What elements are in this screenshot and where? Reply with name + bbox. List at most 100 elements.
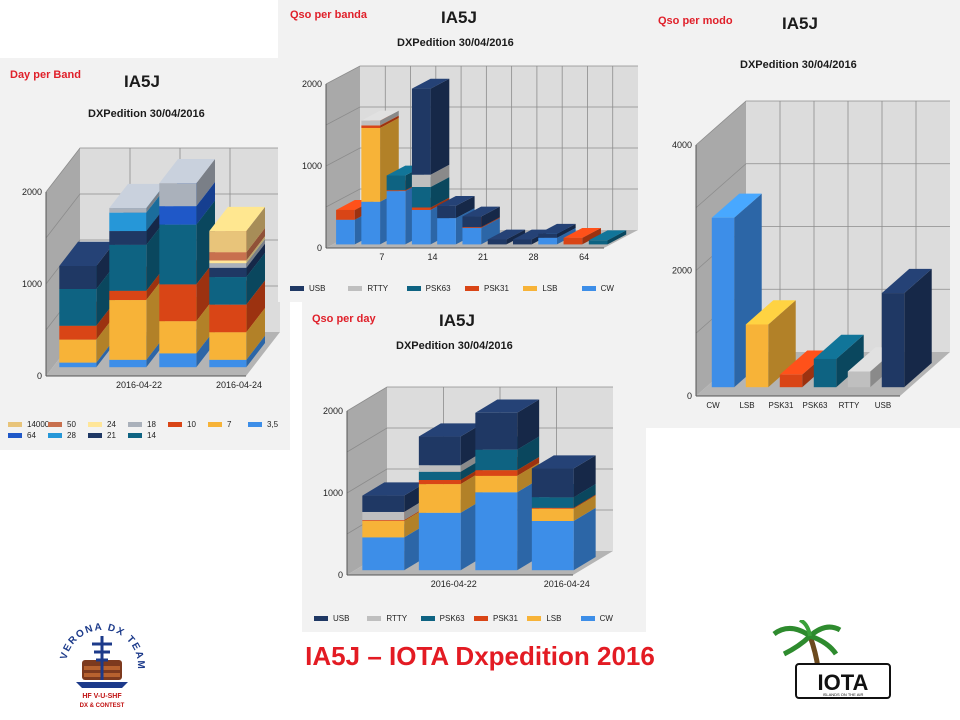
bar-segment xyxy=(159,206,197,225)
bar-segment xyxy=(109,300,147,360)
legend-item: LSB xyxy=(527,614,561,623)
legend-item: PSK63 xyxy=(420,614,465,623)
gridline xyxy=(45,147,280,193)
bar-segment xyxy=(411,207,431,210)
y-tick-label: 0 xyxy=(687,391,692,401)
x-tick-label: 28 xyxy=(529,252,539,262)
bar-segment xyxy=(109,212,147,232)
legend-swatch xyxy=(128,433,142,439)
chart-svg-qso-modo: 0 2000 4000 CW LSB PSK31 PSK63 RTTY USB xyxy=(672,100,950,410)
bar-segment xyxy=(159,284,197,322)
bar-segment xyxy=(209,260,247,264)
bar-segment-top xyxy=(59,241,115,266)
legend-label: LSB xyxy=(546,614,562,623)
bar-side xyxy=(904,268,932,388)
bar-segment xyxy=(361,201,381,245)
bar-segment xyxy=(209,231,247,253)
bar-segment-top xyxy=(437,195,475,206)
chart-svg-day-band: 0 1000 2000 2016-04-22 2016-04-24 xyxy=(22,147,280,390)
bar-segment xyxy=(418,436,461,466)
gridline xyxy=(325,147,638,167)
bar-segment xyxy=(437,218,456,245)
x-tick-label: USB xyxy=(875,401,891,410)
legend-item: 10 xyxy=(168,420,196,429)
bar-segment xyxy=(531,521,574,571)
legend-label: 7 xyxy=(227,420,232,429)
bar-segment-side xyxy=(430,78,450,175)
legend-swatch xyxy=(420,616,435,622)
legend-item: 14000 xyxy=(8,420,49,429)
bar-segment xyxy=(437,205,456,219)
bar-segment xyxy=(487,239,507,245)
bar-segment xyxy=(411,209,431,245)
bar-segment-side xyxy=(196,159,215,207)
y-tick-label: 0 xyxy=(37,371,42,381)
legend-label: 14000 xyxy=(27,420,50,429)
chart-label: Day per Band xyxy=(10,69,81,81)
legend-swatch xyxy=(523,286,538,292)
chart-legend: 14000 50 24 18 10 7 3,5 64 28 21 14 xyxy=(8,420,288,450)
bar-segment-side xyxy=(196,182,215,225)
bar-segment xyxy=(475,412,518,450)
legend-swatch xyxy=(168,422,182,428)
bar xyxy=(745,324,769,388)
bar-segment xyxy=(209,304,247,333)
bar-segment-side xyxy=(573,495,596,521)
bar-top xyxy=(813,334,864,359)
bar-segment xyxy=(475,475,518,493)
legend-swatch xyxy=(367,616,382,622)
gridline xyxy=(325,65,638,85)
legend-label: 64 xyxy=(27,431,36,440)
legend-item: USB xyxy=(314,614,349,623)
bar-segment xyxy=(109,208,147,213)
y-tick-label: 2000 xyxy=(323,406,343,416)
legend-label: RTTY xyxy=(367,284,389,293)
legend-item: CW xyxy=(580,614,613,623)
bar-segment xyxy=(59,266,97,289)
x-tick-label: RTTY xyxy=(839,401,860,410)
legend-swatch xyxy=(248,422,262,428)
chart-title: IA5J xyxy=(782,14,818,33)
chart-subtitle: DXPedition 30/04/2016 xyxy=(397,37,514,49)
bar-segment xyxy=(418,484,461,513)
bar-segment xyxy=(386,175,406,191)
x-tick-label: 2016-04-24 xyxy=(544,579,590,589)
bar-segment-top xyxy=(411,78,450,89)
bar-segment-top xyxy=(588,230,627,241)
chart-panel-qso-banda: Qso per banda IA5J DXPedition 30/04/2016… xyxy=(278,0,652,302)
legend-label: PSK31 xyxy=(493,614,518,623)
svg-text:HF V-U-SHF: HF V-U-SHF xyxy=(82,693,122,700)
legend-label: 18 xyxy=(147,420,156,429)
bar-segment xyxy=(418,465,461,472)
bar-segment-top xyxy=(487,229,526,240)
bar-segment xyxy=(475,470,518,476)
bar-segment xyxy=(386,190,406,192)
bar-segment xyxy=(159,353,197,368)
legend-swatch xyxy=(474,616,488,622)
legend-label: 28 xyxy=(67,431,76,440)
slide-caption: IA5J – IOTA Dxpedition 2016 xyxy=(305,641,655,671)
bar-segment-side xyxy=(380,110,399,126)
bar-segment xyxy=(336,209,355,220)
bar-segment-top xyxy=(362,482,427,496)
y-tick-label: 1000 xyxy=(323,488,343,498)
bar-segment xyxy=(209,359,247,368)
gridline xyxy=(325,106,638,126)
chart-subtitle: DXPedition 30/04/2016 xyxy=(396,340,513,352)
bar-segment xyxy=(512,239,532,245)
bar-segment xyxy=(109,244,147,291)
bar-segment xyxy=(411,88,431,175)
x-tick-label: PSK31 xyxy=(769,401,794,410)
verona-dx-team-logo: VERONA DX TEAM HF V-U-SHF DX & CONTEST xyxy=(56,620,148,717)
bar-segment xyxy=(109,231,147,245)
bar-segment xyxy=(159,183,197,207)
legend-label: CW xyxy=(599,614,613,623)
bar-segment-side xyxy=(573,494,596,509)
legend-swatch xyxy=(580,616,595,622)
legend-label: LSB xyxy=(542,284,558,293)
bar-segment xyxy=(362,520,405,521)
bar-segment-side xyxy=(481,217,500,228)
bar-segment-side xyxy=(430,164,450,187)
legend-item: 18 xyxy=(128,420,156,429)
bar-segment-side xyxy=(556,227,576,245)
